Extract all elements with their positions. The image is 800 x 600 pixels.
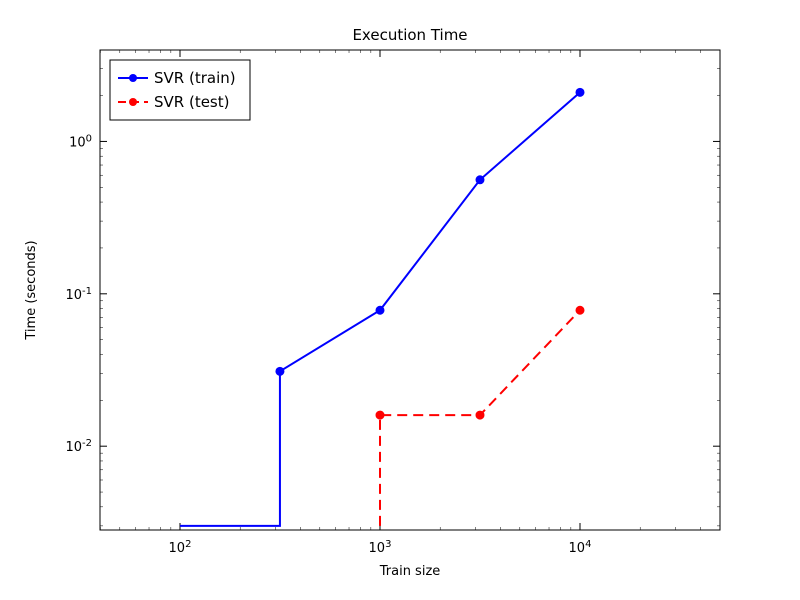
- series-marker: [576, 306, 584, 314]
- execution-time-chart: Execution Time Train size Time (seconds)…: [0, 0, 800, 600]
- x-minor-ticks: [100, 50, 719, 530]
- plot-border: [100, 50, 720, 530]
- legend-item-label: SVR (train): [154, 69, 236, 87]
- y-tick-label: 10-1: [65, 285, 92, 303]
- y-tick-label: 10-2: [65, 438, 92, 456]
- x-axis-label: Train size: [379, 564, 441, 579]
- series-marker: [376, 411, 384, 419]
- legend-item-label: SVR (test): [154, 93, 229, 111]
- legend: SVR (train) SVR (test): [110, 60, 250, 120]
- legend-swatch-marker: [129, 74, 137, 82]
- x-tick-label: 103: [369, 539, 392, 557]
- y-minor-ticks: [100, 69, 720, 526]
- series-marker: [276, 367, 284, 375]
- x-tick-label: 102: [169, 539, 192, 557]
- series-group: [180, 88, 584, 526]
- series-marker: [576, 88, 584, 96]
- y-axis-label: Time (seconds): [24, 240, 39, 340]
- series-marker: [476, 411, 484, 419]
- series-marker: [476, 176, 484, 184]
- series-marker: [376, 306, 384, 314]
- legend-swatch-marker: [129, 98, 137, 106]
- x-ticks: 102 103 104: [169, 50, 592, 556]
- chart-title: Execution Time: [352, 26, 467, 44]
- y-tick-label: 100: [69, 133, 92, 151]
- x-tick-label: 104: [569, 539, 592, 557]
